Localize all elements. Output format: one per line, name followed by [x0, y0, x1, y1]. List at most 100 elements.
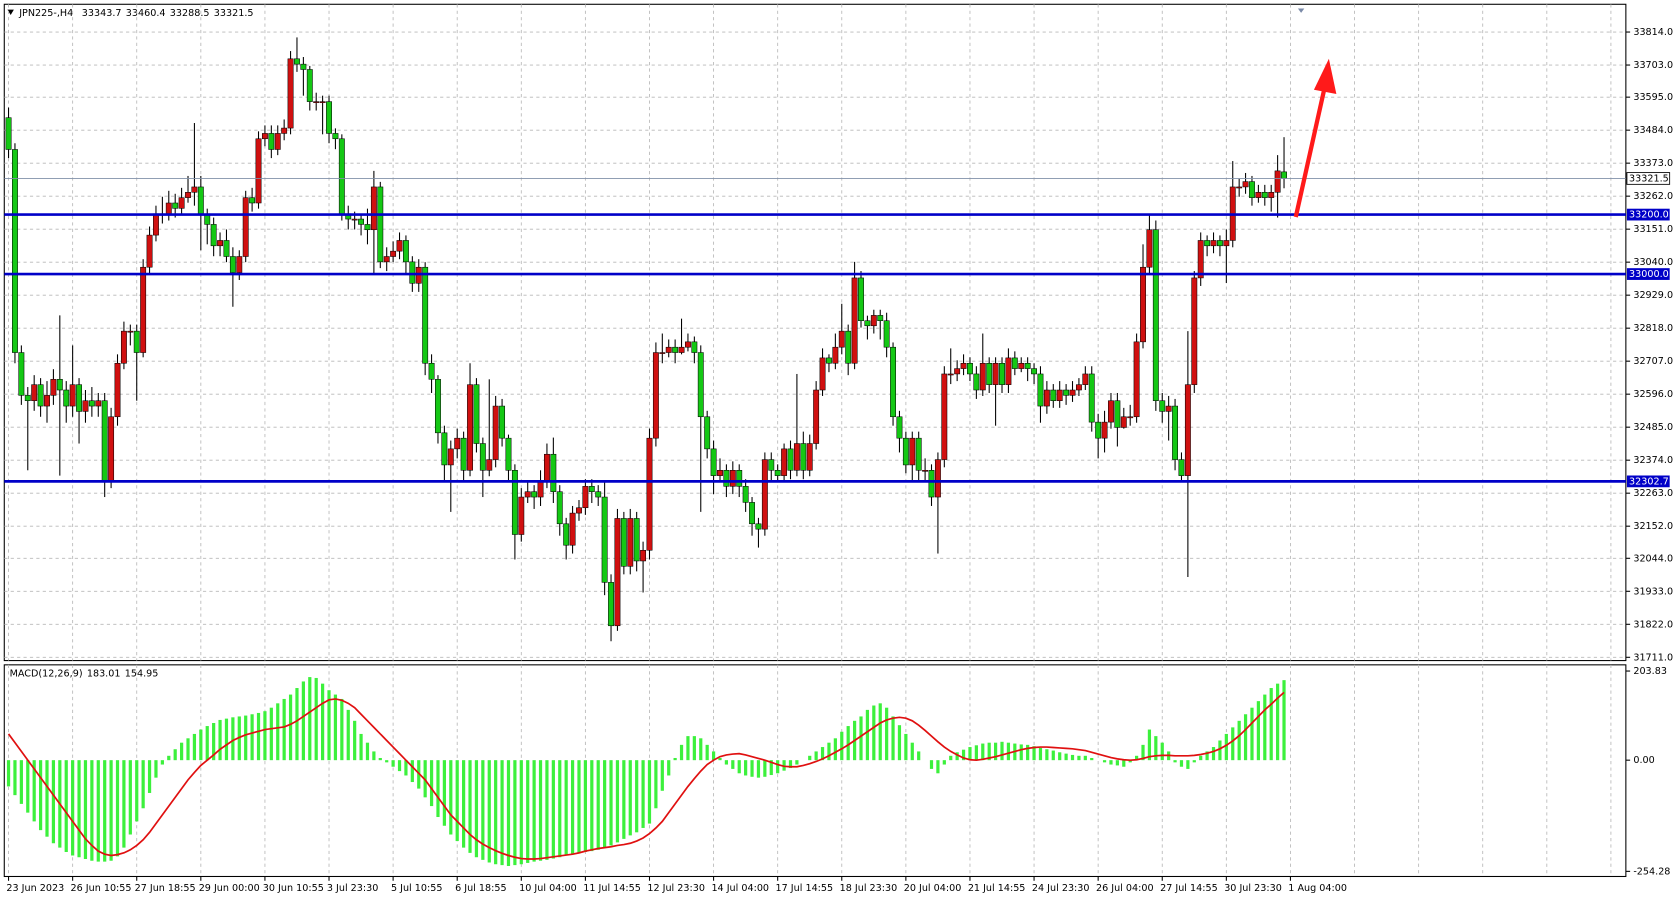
current-price-label: 33321.5	[1629, 173, 1669, 184]
macd-bar	[724, 760, 729, 765]
y-tick-label: 33595.0	[1633, 92, 1673, 103]
macd-bar	[526, 760, 530, 863]
macd-bar	[929, 760, 934, 769]
candle-body	[582, 486, 589, 509]
macd-bar	[596, 760, 600, 850]
candle-body	[1268, 192, 1275, 198]
candle-body	[95, 400, 102, 407]
candle-body	[133, 330, 140, 353]
y-tick-label: 32263.0	[1633, 488, 1673, 499]
candle-body	[332, 133, 339, 140]
macd-bar	[32, 760, 36, 822]
candle-body	[261, 133, 268, 140]
x-tick-label: 6 Jul 18:55	[455, 883, 507, 894]
candle-body	[1249, 181, 1255, 198]
macd-bar	[38, 760, 43, 831]
macd-bar	[968, 747, 972, 761]
macd-bar	[340, 698, 344, 761]
shift-marker	[1297, 8, 1305, 13]
signal-value: 154.95	[125, 668, 159, 679]
candle-body	[390, 250, 397, 257]
candle-body	[697, 352, 704, 418]
macd-bar	[160, 760, 164, 765]
macd-bar	[1045, 749, 1049, 761]
x-tick-label: 18 Jul 23:30	[840, 883, 898, 894]
candle-body	[146, 234, 153, 268]
candle-body	[1037, 373, 1044, 407]
candle-body	[210, 224, 217, 247]
macd-bar	[737, 760, 741, 774]
level-label: 33200.0	[1629, 210, 1669, 221]
candle-body	[1281, 171, 1287, 179]
x-tick-label: 11 Jul 14:55	[583, 883, 641, 894]
macd-bar	[750, 760, 754, 777]
candle-body	[1095, 421, 1102, 439]
macd-bar	[865, 709, 870, 761]
candle-body	[435, 379, 441, 434]
macd-bar	[1019, 744, 1023, 761]
candle-body	[691, 341, 698, 353]
macd-bar	[1179, 760, 1184, 767]
candle-body	[774, 470, 781, 476]
candle-body	[18, 352, 25, 396]
candle-body	[377, 186, 384, 263]
macd-bar	[1083, 755, 1087, 761]
candle-body	[877, 315, 884, 322]
macd-bar	[1006, 742, 1011, 761]
symbol-menu-icon[interactable]	[7, 9, 14, 15]
candle-body	[1069, 389, 1076, 396]
macd-bar	[1186, 760, 1190, 769]
macd-bar	[391, 760, 395, 767]
candle-body	[242, 197, 249, 257]
macd-bar	[109, 760, 113, 861]
macd-bar	[1038, 747, 1043, 761]
candle-body	[992, 362, 999, 385]
candle-body	[1184, 384, 1191, 476]
y-tick-label: 32707.0	[1633, 356, 1673, 367]
macd-bar	[827, 742, 831, 761]
candle-body	[56, 379, 63, 391]
macd-bar	[711, 751, 716, 761]
candle-body	[704, 416, 711, 450]
macd-bar	[1058, 752, 1062, 761]
candle-body	[588, 486, 595, 492]
macd-bar	[128, 760, 132, 835]
candle-body	[928, 470, 935, 498]
macd-bar	[949, 755, 953, 761]
candle-body	[967, 362, 973, 375]
macd-bar	[570, 760, 575, 855]
macd-bar	[635, 760, 639, 833]
candle-body	[819, 357, 826, 391]
y-tick-label: 32596.0	[1633, 389, 1673, 400]
macd-bar	[942, 760, 946, 765]
candle-body	[306, 69, 313, 102]
macd-bar	[282, 698, 286, 761]
macd-bar	[590, 760, 594, 852]
chart-header: JPN225-,H4 33343.7 33460.4 33288.5 33321.5	[18, 8, 253, 19]
y-tick-label: 32374.0	[1633, 455, 1673, 466]
candle-body	[768, 459, 775, 471]
y-tick-label: 32044.0	[1633, 553, 1673, 564]
candle-body	[620, 518, 627, 567]
candle-body	[1082, 373, 1089, 385]
macd-bar	[641, 760, 645, 828]
candle-body	[422, 266, 429, 364]
macd-bar	[1070, 754, 1075, 761]
y-tick-label: 31711.0	[1633, 652, 1673, 663]
candle-body	[319, 101, 326, 103]
macd-bar	[224, 718, 229, 761]
candle-body	[492, 405, 499, 460]
macd-bar	[961, 749, 966, 761]
macd-bar	[167, 755, 171, 761]
macd-bar	[26, 760, 30, 813]
candle-body	[556, 491, 563, 525]
symbol: JPN225-,H4	[18, 8, 73, 19]
candle-body	[441, 432, 448, 466]
signal-line	[7, 691, 1285, 860]
macd-bar	[686, 736, 690, 761]
x-tick-label: 26 Jun 10:55	[71, 883, 132, 894]
macd-bar	[487, 760, 491, 863]
candle-body	[447, 448, 454, 466]
